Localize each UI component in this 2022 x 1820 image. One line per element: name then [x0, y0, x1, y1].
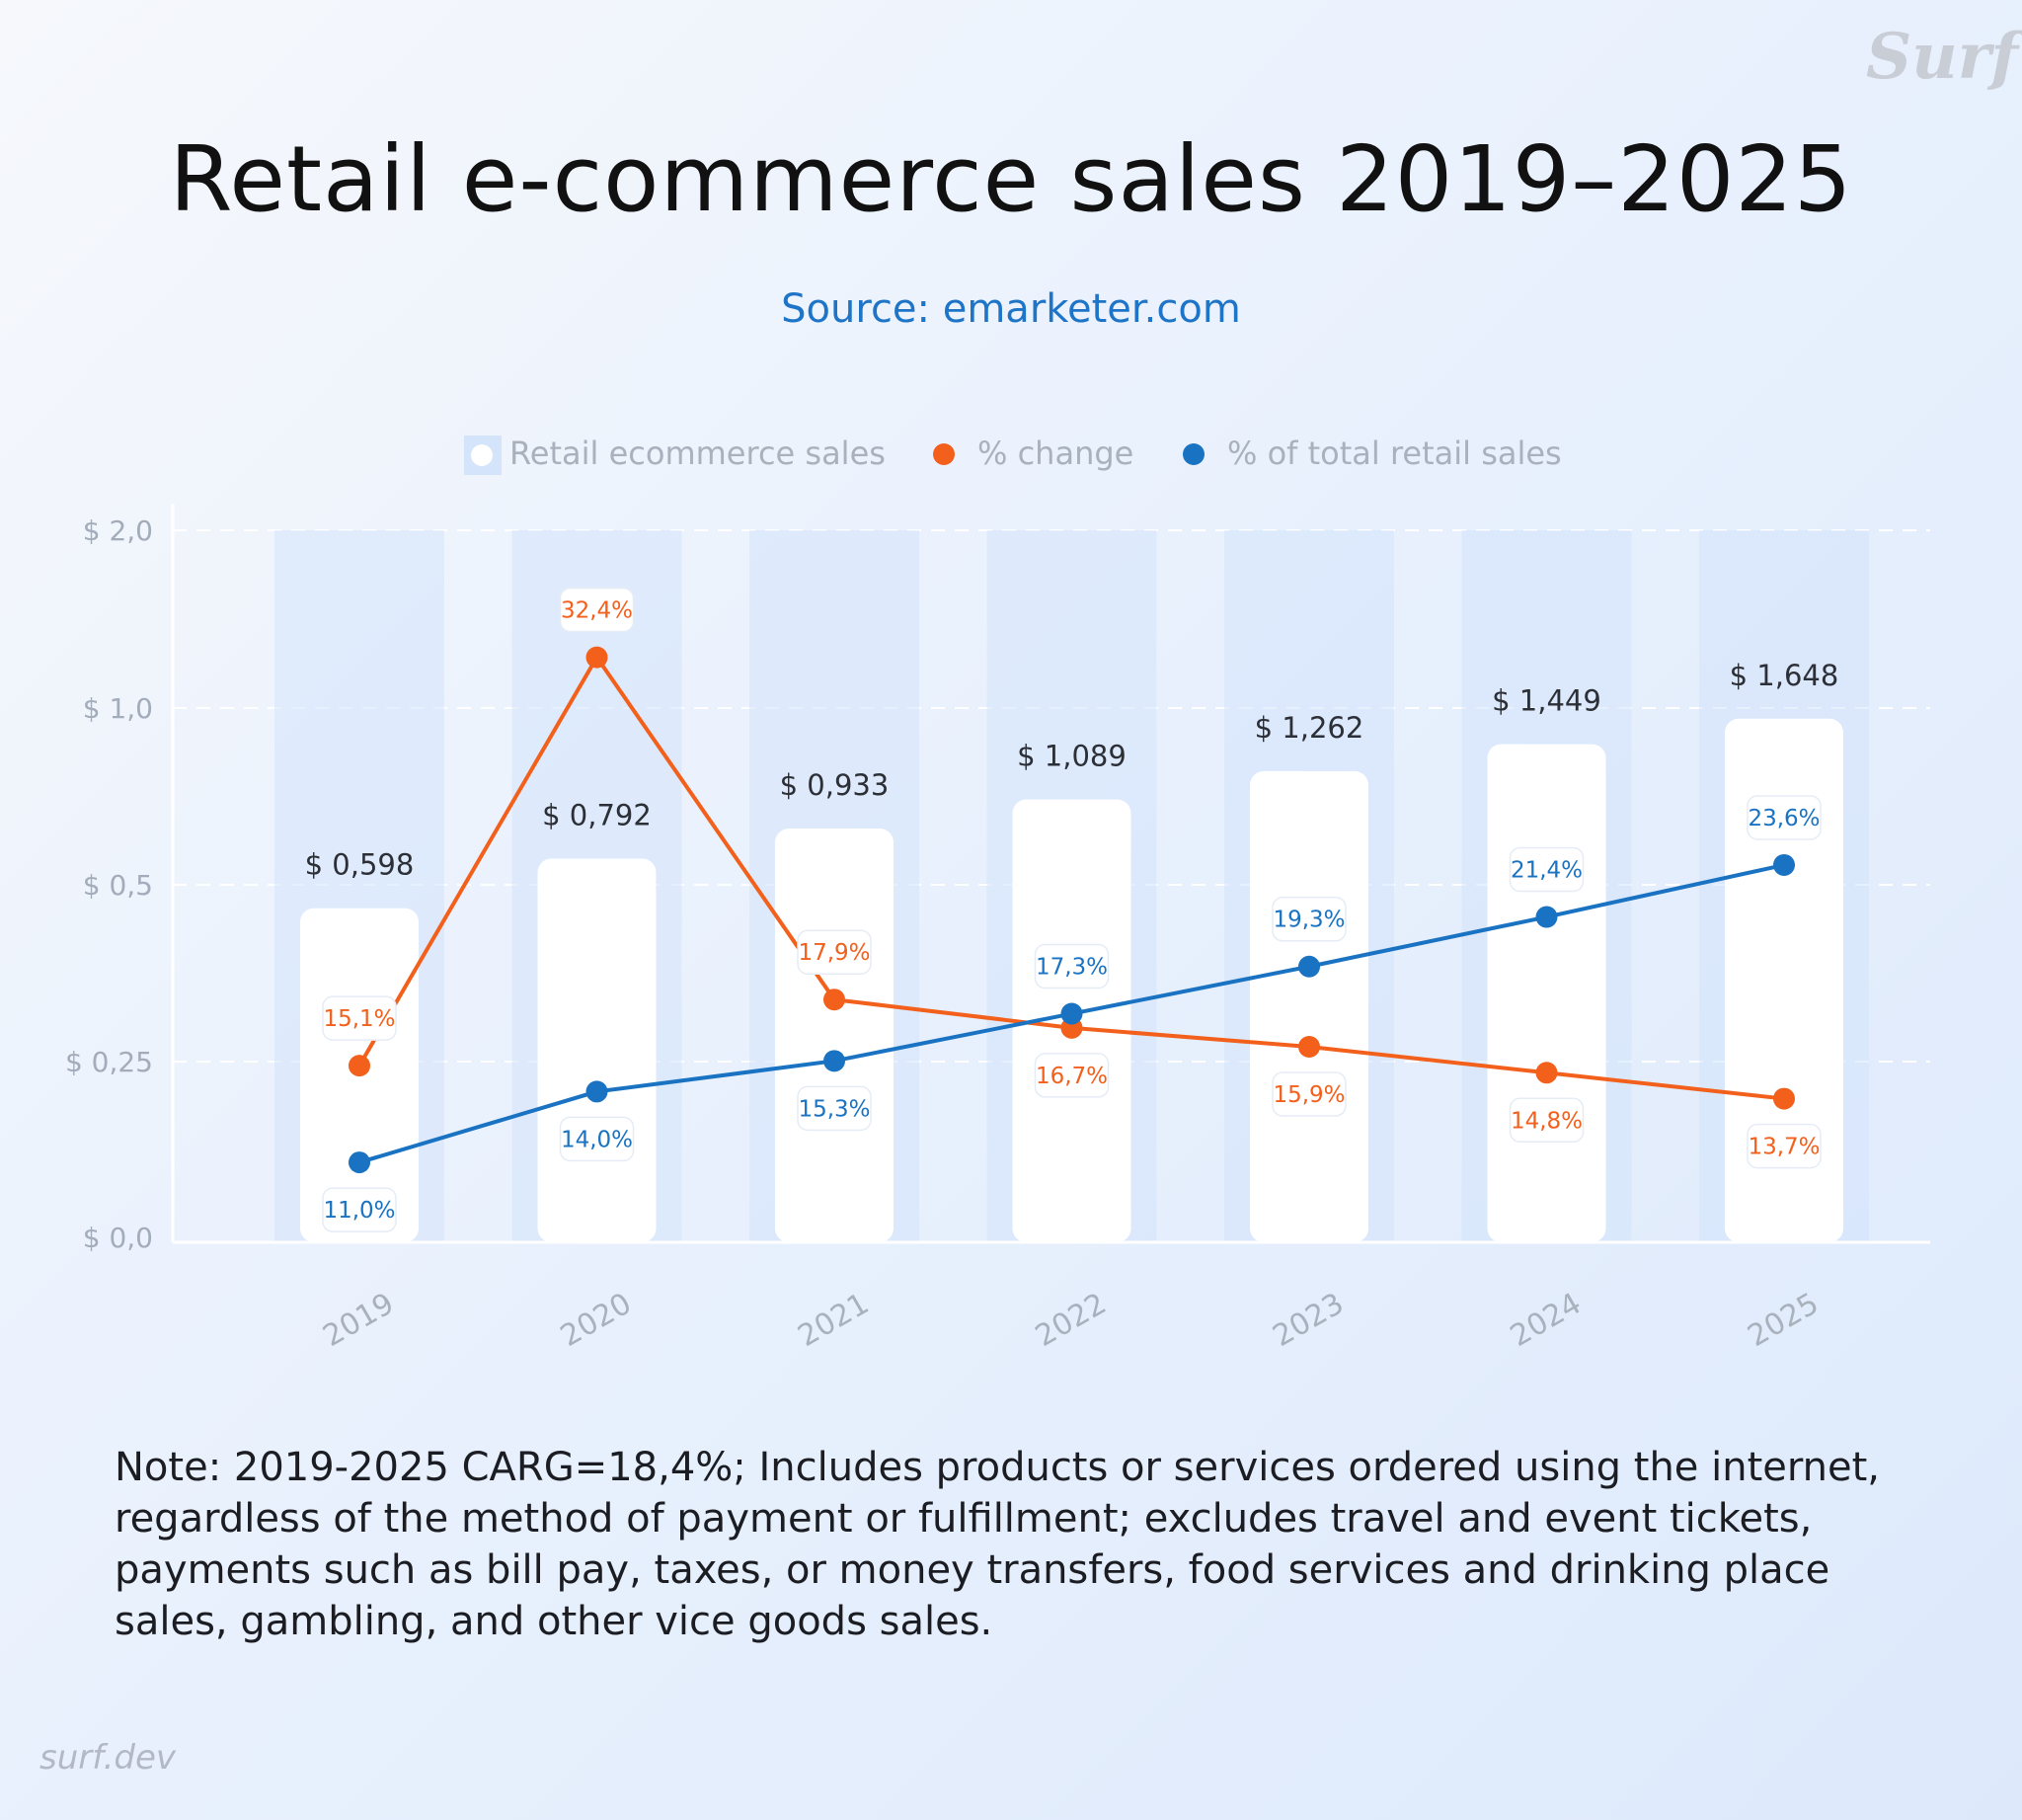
- y-tick-label: $ 2,0: [83, 514, 153, 547]
- bar-value-label: $ 1,449: [1492, 684, 1601, 718]
- legend-item-1: Retail ecommerce sales: [464, 435, 886, 475]
- x-tick-label: 2019: [317, 1287, 400, 1354]
- y-tick-label: $ 0,25: [65, 1046, 153, 1078]
- line-series: [349, 646, 1795, 1174]
- bar-value-label: $ 0,792: [542, 798, 652, 831]
- x-tick-label: 2020: [555, 1287, 638, 1354]
- change-point-label: 17,9%: [797, 929, 872, 975]
- y-tick-label: $ 0,5: [83, 869, 153, 902]
- label-box: [559, 1116, 635, 1162]
- label-text: 17,9%: [798, 940, 870, 966]
- change-point-label: 32,4%: [559, 587, 635, 633]
- bar-value-label: $ 1,648: [1730, 659, 1839, 692]
- sales-chart: Retail ecommerce sales % change % of total…: [64, 435, 1869, 1355]
- change-point: [1298, 1035, 1320, 1058]
- legend-swatch-dot: [471, 444, 493, 466]
- label-box: [1509, 846, 1585, 893]
- page-title: Retail e-commerce sales 2019–2025: [169, 126, 1853, 232]
- label-text: 15,1%: [323, 1006, 395, 1032]
- share-point-label: 17,3%: [1034, 943, 1110, 989]
- change-point-label: 16,7%: [1034, 1053, 1110, 1098]
- label-box: [797, 929, 872, 975]
- label-box: [559, 587, 635, 633]
- label-box: [1747, 795, 1822, 840]
- label-box: [322, 1187, 397, 1232]
- label-text: 19,3%: [1273, 908, 1345, 933]
- legend-label: Retail ecommerce sales: [509, 435, 886, 472]
- share-point-label: 11,0%: [322, 1187, 397, 1232]
- legend-item-3: % of total retail sales: [1183, 435, 1562, 472]
- share-point-label: 14,0%: [559, 1116, 635, 1162]
- legend-item-2: % change: [933, 435, 1133, 472]
- legend-swatch-dot: [933, 443, 955, 465]
- label-text: 16,7%: [1036, 1064, 1108, 1089]
- share-point: [585, 1080, 608, 1103]
- change-point-label: 13,7%: [1747, 1123, 1822, 1169]
- chart-note: Note: 2019-2025 CARG=18,4%; Includes pro…: [115, 1445, 1880, 1644]
- label-box: [322, 995, 397, 1041]
- change-point: [1773, 1087, 1795, 1110]
- legend-label: % of total retail sales: [1227, 435, 1562, 472]
- change-point: [823, 989, 845, 1011]
- share-point: [1298, 955, 1320, 978]
- change-point: [349, 1055, 370, 1077]
- change-point: [1535, 1062, 1558, 1084]
- bar: [775, 829, 894, 1242]
- bar: [1725, 718, 1843, 1242]
- label-text: 11,0%: [323, 1198, 395, 1224]
- bar-value-label: $ 0,598: [305, 848, 415, 882]
- label-text: 14,8%: [1511, 1108, 1583, 1134]
- y-tick-label: $ 0,0: [83, 1222, 153, 1254]
- bar-value-label: $ 1,262: [1255, 711, 1364, 745]
- x-tick-label: 2025: [1742, 1287, 1825, 1354]
- share-point-label: 23,6%: [1747, 795, 1822, 840]
- share-point: [1060, 1002, 1083, 1025]
- bar-value-label: $ 0,933: [780, 768, 890, 802]
- label-box: [1509, 1097, 1585, 1144]
- label-box: [797, 1085, 872, 1132]
- bar: [1487, 744, 1606, 1242]
- label-box: [1747, 1123, 1822, 1169]
- change-point-label: 14,8%: [1509, 1097, 1585, 1144]
- bar: [1250, 770, 1368, 1242]
- y-tick-label: $ 1,0: [83, 692, 153, 725]
- source-text: Source: emarketer.com: [781, 286, 1241, 332]
- data-labels: $ 0,598 $ 0,792 $ 0,933 $ 1,089 $ 1,262 $ 1,4…: [305, 587, 1839, 1232]
- label-text: 32,4%: [561, 598, 633, 624]
- label-box: [1272, 896, 1347, 942]
- legend-label: % change: [977, 435, 1133, 472]
- label-box: [1272, 1071, 1347, 1117]
- x-tick-label: 2024: [1505, 1287, 1588, 1354]
- label-box: [1034, 1053, 1110, 1098]
- x-tick-label: 2022: [1030, 1287, 1113, 1354]
- bar-value-label: $ 1,089: [1017, 740, 1127, 773]
- label-text: 17,3%: [1036, 955, 1108, 981]
- label-text: 15,9%: [1273, 1082, 1345, 1108]
- share-point-label: 15,3%: [797, 1085, 872, 1132]
- share-point: [1535, 906, 1558, 928]
- change-point: [585, 646, 608, 669]
- share-point: [823, 1050, 845, 1072]
- share-point-label: 21,4%: [1509, 846, 1585, 893]
- label-text: 13,7%: [1748, 1135, 1820, 1160]
- change-point-label: 15,9%: [1272, 1071, 1347, 1117]
- share-point-label: 19,3%: [1272, 896, 1347, 942]
- surf-logo-watermark: Surf: [1866, 20, 2018, 94]
- label-text: 15,3%: [798, 1096, 870, 1122]
- label-box: [1034, 943, 1110, 989]
- label-text: 14,0%: [561, 1127, 633, 1152]
- share-point: [1773, 853, 1795, 876]
- change-point-label: 15,1%: [322, 995, 397, 1041]
- footer-brand: surf.dev: [39, 1738, 177, 1778]
- bar: [537, 858, 657, 1242]
- label-text: 21,4%: [1511, 858, 1583, 884]
- chart-legend: Retail ecommerce sales % change % of total…: [464, 435, 1562, 475]
- legend-swatch-dot: [1183, 443, 1205, 465]
- label-text: 23,6%: [1748, 806, 1820, 831]
- share-point: [349, 1151, 370, 1174]
- x-tick-label: 2023: [1267, 1287, 1350, 1354]
- x-tick-label: 2021: [792, 1287, 875, 1354]
